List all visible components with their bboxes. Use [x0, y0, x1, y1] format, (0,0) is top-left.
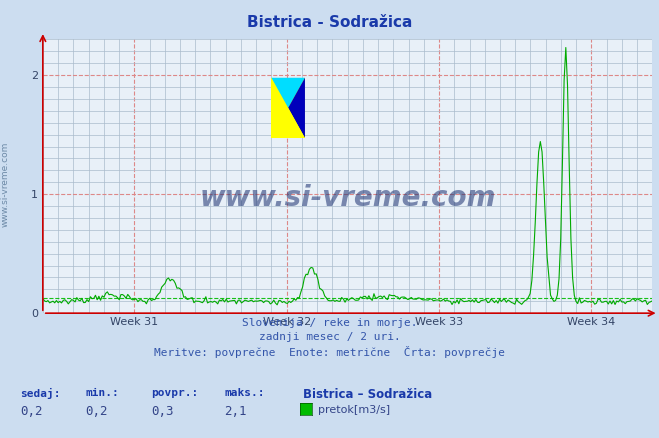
Text: 0,2: 0,2: [86, 405, 108, 418]
Text: maks.:: maks.:: [224, 388, 264, 398]
Polygon shape: [272, 78, 305, 108]
Text: pretok[m3/s]: pretok[m3/s]: [318, 405, 389, 415]
Bar: [272, 78, 305, 138]
Text: www.si-vreme.com: www.si-vreme.com: [200, 184, 496, 212]
Polygon shape: [272, 108, 305, 138]
Text: Bistrica - Sodražica: Bistrica - Sodražica: [247, 15, 412, 30]
Polygon shape: [288, 78, 305, 138]
Text: sedaj:: sedaj:: [20, 388, 60, 399]
Text: Bistrica – Sodražica: Bistrica – Sodražica: [303, 388, 432, 401]
Text: 2,1: 2,1: [224, 405, 246, 418]
Text: 0,3: 0,3: [152, 405, 174, 418]
Text: min.:: min.:: [86, 388, 119, 398]
Text: povpr.:: povpr.:: [152, 388, 199, 398]
Text: www.si-vreme.com: www.si-vreme.com: [1, 141, 10, 226]
Text: zadnji mesec / 2 uri.: zadnji mesec / 2 uri.: [258, 332, 401, 342]
Text: Meritve: povprečne  Enote: metrične  Črta: povprečje: Meritve: povprečne Enote: metrične Črta:…: [154, 346, 505, 357]
Text: Slovenija / reke in morje.: Slovenija / reke in morje.: [242, 318, 417, 328]
Polygon shape: [272, 78, 288, 138]
Text: 0,2: 0,2: [20, 405, 42, 418]
